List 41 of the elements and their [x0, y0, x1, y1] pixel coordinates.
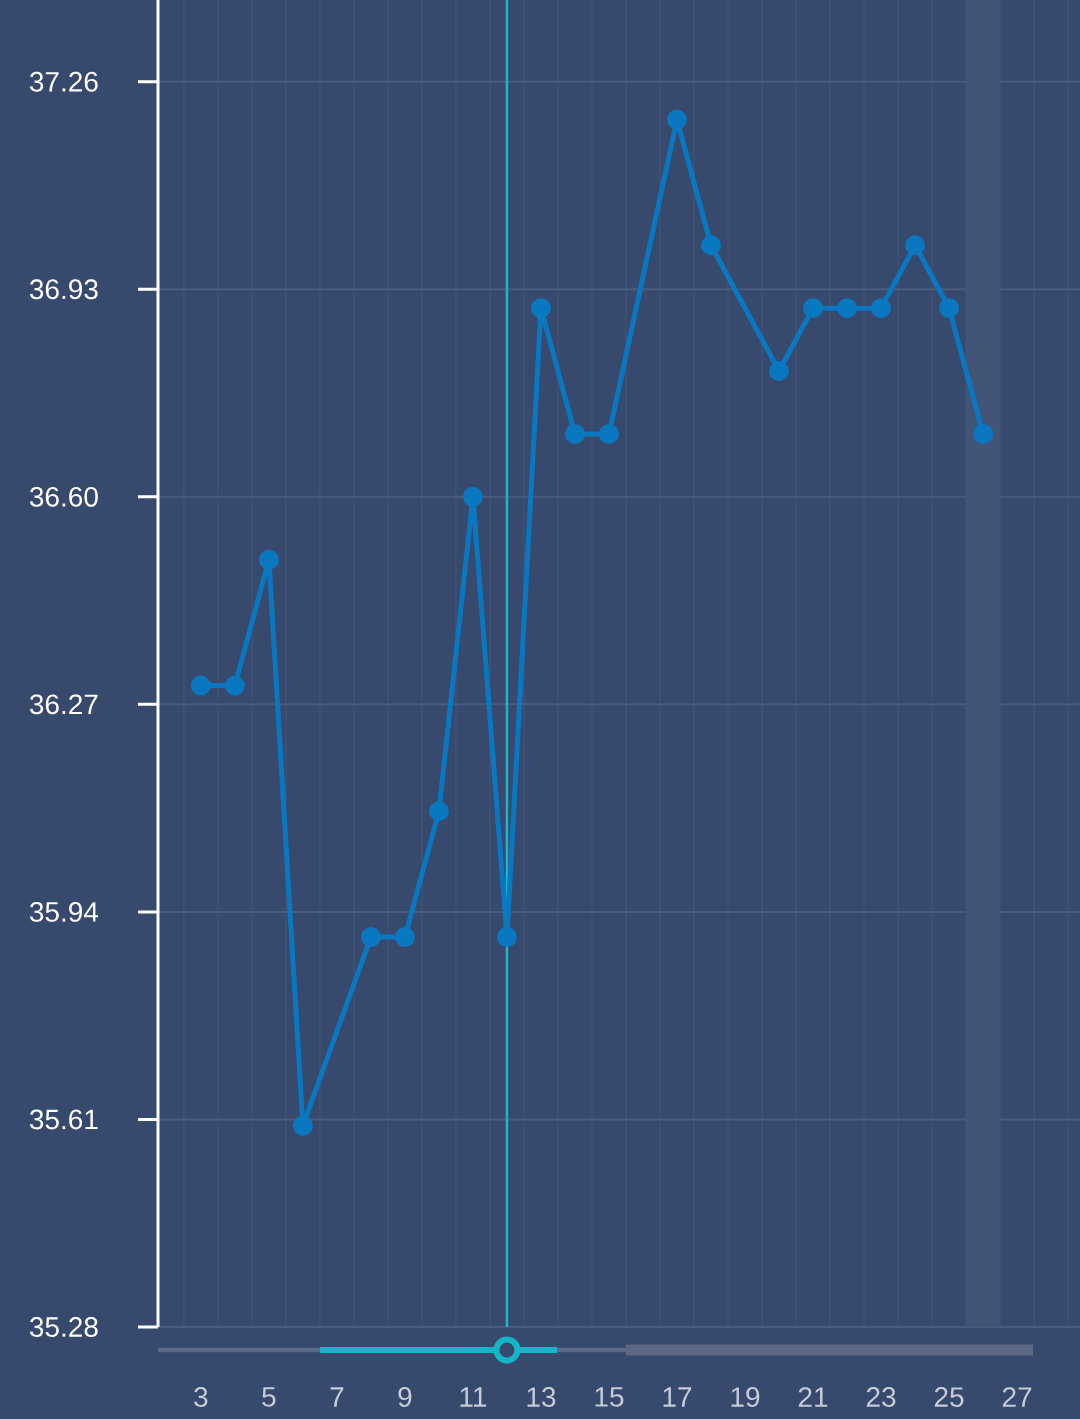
- point: [394, 927, 415, 948]
- x-tick-label: 7: [330, 1387, 344, 1407]
- point: [939, 298, 960, 319]
- y-tick-label: 35.28: [29, 1317, 98, 1337]
- point: [530, 298, 551, 319]
- point: [598, 423, 619, 444]
- x-tick-label: 13: [527, 1387, 556, 1407]
- point: [905, 235, 926, 256]
- x-tick-label: 23: [866, 1387, 896, 1407]
- point: [837, 298, 858, 319]
- point: [496, 927, 517, 948]
- point: [701, 235, 721, 256]
- point: [564, 423, 585, 444]
- y-tick-label: 35.94: [29, 901, 99, 922]
- point: [224, 675, 245, 696]
- point: [769, 361, 790, 382]
- point: [462, 486, 483, 507]
- point: [292, 1115, 313, 1136]
- x-tick-label: 27: [1002, 1387, 1032, 1407]
- point: [258, 549, 279, 570]
- y-tick-label: 36.27: [29, 694, 98, 715]
- x-tick-label: 5: [262, 1387, 276, 1407]
- x-tick-label: 19: [731, 1387, 760, 1407]
- point: [190, 675, 211, 696]
- point: [803, 298, 824, 319]
- point: [360, 927, 381, 948]
- point: [973, 423, 994, 444]
- y-tick-label: 35.61: [29, 1109, 98, 1130]
- x-tick-label: 15: [595, 1387, 624, 1407]
- y-tick-label: 36.60: [29, 486, 98, 507]
- point: [871, 298, 892, 319]
- point: [428, 801, 449, 822]
- x-tick-label: 3: [194, 1387, 208, 1407]
- x-tick-label: 9: [398, 1387, 412, 1407]
- x-tick-label: 11: [460, 1387, 487, 1407]
- point: [666, 109, 687, 130]
- x-tick-label: 17: [663, 1387, 692, 1407]
- y-tick-label: 37.26: [29, 71, 98, 92]
- y-tick-label: 36.93: [29, 279, 98, 300]
- x-tick-label: 25: [934, 1387, 964, 1407]
- x-tick-label: 21: [798, 1387, 828, 1407]
